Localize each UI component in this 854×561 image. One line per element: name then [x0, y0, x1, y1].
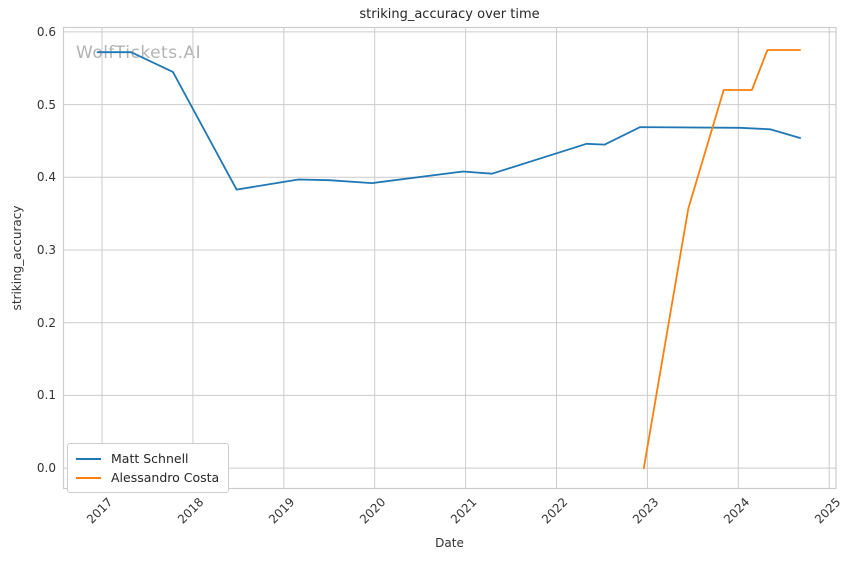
watermark: WolfTickets.AI [76, 43, 202, 63]
legend: Matt Schnell Alessandro Costa [67, 443, 230, 493]
legend-line-swatch-orange [76, 476, 101, 479]
legend-label: Matt Schnell [111, 451, 189, 466]
plot-border [62, 26, 837, 490]
legend-item-matt-schnell: Matt Schnell [76, 449, 219, 468]
legend-item-alessandro-costa: Alessandro Costa [76, 468, 219, 487]
chart-title: striking_accuracy over time [359, 7, 540, 22]
y-axis-label: striking_accuracy [10, 205, 24, 311]
series-line-1 [642, 49, 801, 470]
series-line-0 [96, 51, 801, 191]
x-axis-label: Date [435, 536, 464, 550]
legend-line-swatch-blue [76, 457, 101, 460]
legend-label: Alessandro Costa [111, 470, 220, 485]
